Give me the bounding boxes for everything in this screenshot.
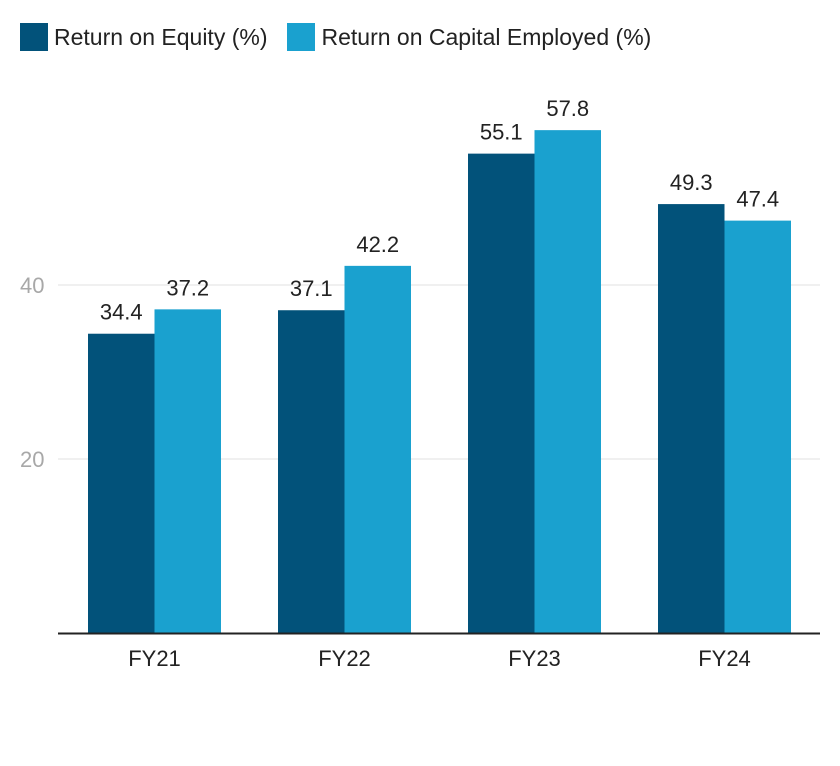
data-label-fy23-series-2: 57.8 xyxy=(546,96,589,121)
bar-fy22-series-1 xyxy=(278,310,345,633)
data-label-fy22-series-1: 37.1 xyxy=(290,276,333,301)
data-label-fy23-series-1: 55.1 xyxy=(480,120,523,145)
bar-fy24-series-1 xyxy=(658,204,725,633)
bar-fy22-series-2 xyxy=(344,265,411,633)
data-label-fy21-series-1: 34.4 xyxy=(100,300,143,325)
data-label-fy22-series-2: 42.2 xyxy=(356,232,399,257)
x-tick-labels: FY21 FY22 FY23 FY24 xyxy=(128,646,751,671)
bar-fy21-series-2 xyxy=(154,309,221,633)
legend-swatch-roce xyxy=(287,23,316,51)
data-labels: 34.4 37.2 37.1 42.2 55.1 57.8 49.3 47.4 xyxy=(100,96,779,325)
bar-fy24-series-2 xyxy=(724,220,791,633)
legend-item-roce: Return on Capital Employed (%) xyxy=(287,23,651,51)
legend-label-roe: Return on Equity (%) xyxy=(54,23,268,50)
data-label-fy24-series-2: 47.4 xyxy=(736,187,779,212)
x-tick-label-fy23: FY23 xyxy=(508,646,561,671)
legend-swatch-roe xyxy=(20,23,48,51)
legend: Return on Equity (%) Return on Capital E… xyxy=(20,20,671,54)
data-label-fy21-series-2: 37.2 xyxy=(166,275,209,300)
bar-fy21-series-1 xyxy=(88,333,155,633)
bars xyxy=(88,130,791,633)
legend-item-roe: Return on Equity (%) xyxy=(20,23,267,51)
bar-fy23-series-1 xyxy=(468,153,535,633)
y-tick-label-20: 20 xyxy=(20,447,44,472)
bar-fy23-series-2 xyxy=(534,130,601,633)
data-label-fy24-series-1: 49.3 xyxy=(670,170,713,195)
legend-label-roce: Return on Capital Employed (%) xyxy=(321,23,652,50)
x-tick-label-fy21: FY21 xyxy=(128,646,181,671)
x-tick-label-fy22: FY22 xyxy=(318,646,371,671)
y-tick-label-40: 40 xyxy=(20,273,44,298)
x-tick-label-fy24: FY24 xyxy=(698,646,751,671)
